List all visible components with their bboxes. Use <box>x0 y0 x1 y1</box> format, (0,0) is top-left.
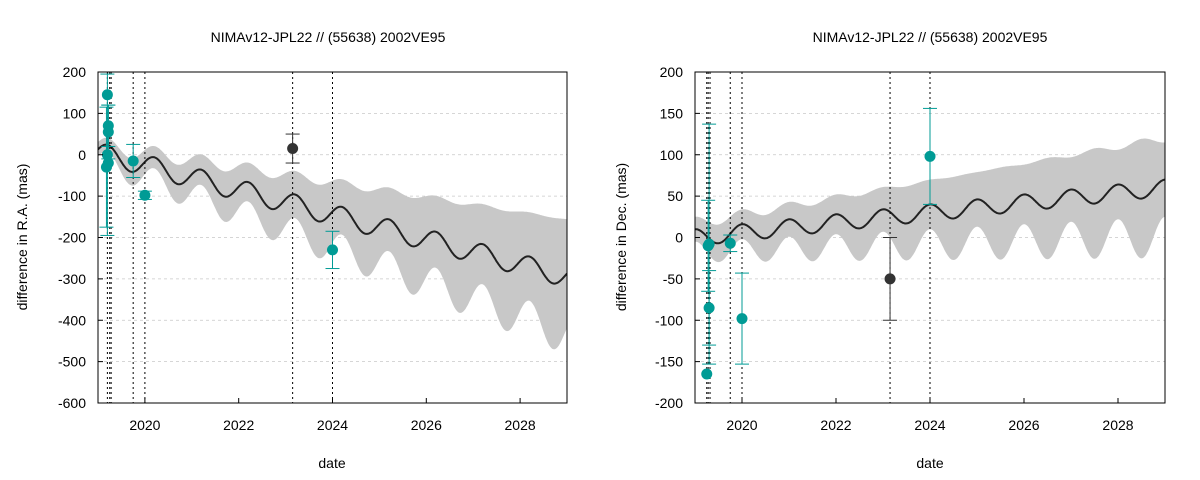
dec-data-point-observations <box>736 313 748 325</box>
ra-data-point-observations <box>327 244 338 256</box>
dec-ytick-label: 0 <box>675 230 683 246</box>
dec-ytick-label: 200 <box>660 64 684 80</box>
ra-xtick-label: 2024 <box>317 417 348 433</box>
dec-xtick-label: 2022 <box>820 417 851 433</box>
dec-ytick-label: -200 <box>655 395 683 411</box>
dec-data-point-observations <box>724 237 736 249</box>
ra-ytick-label: 0 <box>78 147 86 163</box>
ra-model-curve <box>98 143 567 285</box>
dec-xtick-label: 2020 <box>726 417 757 433</box>
ra-data-point-observations <box>127 155 139 167</box>
ra-data-point-observations <box>102 126 114 138</box>
ra-uncertainty-band <box>98 137 567 350</box>
ra-xtick-label: 2028 <box>505 417 536 433</box>
dec-ytick-label: 100 <box>660 147 684 163</box>
dec-ytick-label: 50 <box>667 188 683 204</box>
ra-ytick-label: -200 <box>58 230 86 246</box>
ra-title: NIMAv12-JPL22 // (55638) 2002VE95 <box>211 29 446 45</box>
ra-ytick-label: -100 <box>58 188 86 204</box>
ra-data-point-rejected <box>287 143 299 155</box>
dec-data-point-rejected <box>884 273 896 285</box>
ra-xtick-label: 2022 <box>223 417 254 433</box>
ra-xtick-label: 2020 <box>129 417 160 433</box>
ra-data-point-observations <box>100 161 112 173</box>
dec-xtick-label: 2026 <box>1008 417 1039 433</box>
dec-ytick-label: -150 <box>655 354 683 370</box>
ra-ytick-label: 200 <box>63 64 87 80</box>
ra-ytick-label: -400 <box>58 312 86 328</box>
dec-data-point-observations <box>701 368 713 380</box>
ra-ytick-label: 100 <box>63 105 87 121</box>
dec-data-point-observations <box>703 238 715 250</box>
dec-plot-area <box>695 72 1165 403</box>
ra-ytick-label: -500 <box>58 354 86 370</box>
dec-title: NIMAv12-JPL22 // (55638) 2002VE95 <box>813 29 1048 45</box>
dec-panel: NIMAv12-JPL22 // (55638) 2002VE95 date d… <box>613 29 1166 471</box>
dec-ytick-label: -50 <box>663 271 683 287</box>
dec-xtick-label: 2024 <box>914 417 945 433</box>
dec-data-point-observations <box>924 150 936 162</box>
ra-data-point-observations <box>101 149 113 161</box>
ra-plot-area <box>98 72 567 403</box>
dec-xlabel: date <box>916 455 943 471</box>
ra-xlabel: date <box>318 455 345 471</box>
ra-ylabel: difference in R.A. (mas) <box>14 164 30 311</box>
ra-ytick-label: -300 <box>58 271 86 287</box>
ra-xtick-label: 2026 <box>411 417 442 433</box>
dec-xtick-label: 2028 <box>1102 417 1133 433</box>
ra-panel: NIMAv12-JPL22 // (55638) 2002VE95 date d… <box>14 29 568 471</box>
ra-ytick-label: -600 <box>58 395 86 411</box>
dec-ytick-label: -100 <box>655 312 683 328</box>
dec-ylabel: difference in Dec. (mas) <box>613 163 629 311</box>
ra-plot-frame <box>97 71 568 404</box>
ra-data-point-observations <box>139 189 151 201</box>
dec-ytick-label: 150 <box>660 105 684 121</box>
dec-plot-frame <box>694 71 1166 404</box>
